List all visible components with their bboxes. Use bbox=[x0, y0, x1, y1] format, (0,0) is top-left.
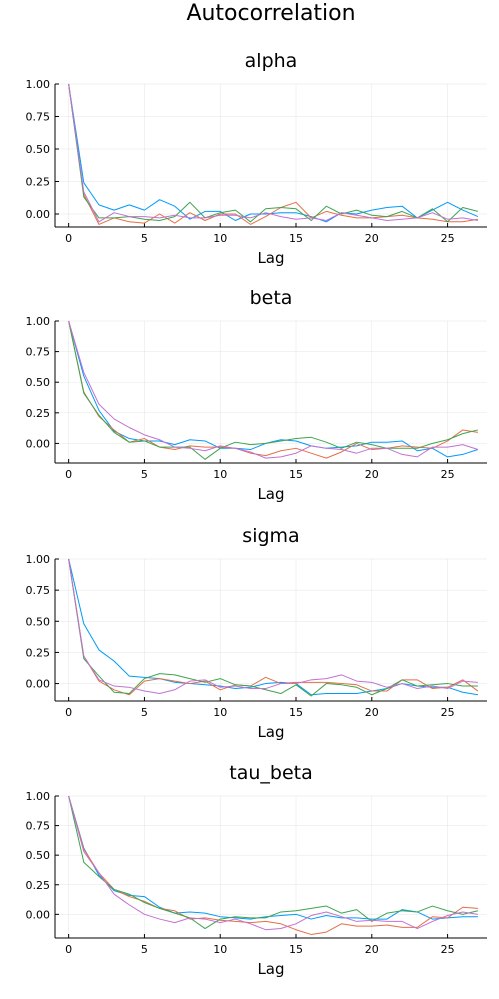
y-tick-label: 0.25 bbox=[26, 879, 51, 892]
grid-lines bbox=[55, 320, 487, 463]
series-line-1 bbox=[68, 558, 478, 696]
series-line-4 bbox=[68, 83, 478, 223]
x-tick-label: 5 bbox=[141, 706, 148, 719]
x-tick-label: 20 bbox=[365, 232, 379, 245]
series-lines bbox=[68, 795, 479, 935]
x-tick-label: 25 bbox=[441, 468, 455, 481]
y-tick-label: 1.00 bbox=[26, 315, 51, 328]
x-tick-label: 0 bbox=[65, 232, 72, 245]
y-tick-label: 1.00 bbox=[26, 790, 51, 803]
y-tick-label: 0.50 bbox=[26, 849, 51, 862]
subplot-title: tau_beta bbox=[229, 762, 312, 784]
x-tick-label: 5 bbox=[141, 232, 148, 245]
figure-title: Autocorrelation bbox=[186, 1, 355, 26]
y-tick-label: 0.00 bbox=[26, 678, 51, 691]
x-tick-label: 10 bbox=[213, 706, 227, 719]
x-tick-label: 15 bbox=[289, 232, 303, 245]
series-lines bbox=[68, 83, 479, 225]
y-tick-label: 0.00 bbox=[26, 437, 51, 450]
x-tick-label: 15 bbox=[289, 943, 303, 956]
x-tick-label: 20 bbox=[365, 468, 379, 481]
x-tick-label: 0 bbox=[65, 943, 72, 956]
x-tick-label: 15 bbox=[289, 468, 303, 481]
subplot-title: sigma bbox=[242, 525, 299, 547]
x-tick-label: 0 bbox=[65, 706, 72, 719]
y-tick-label: 0.25 bbox=[26, 176, 51, 189]
x-axis-label: Lag bbox=[257, 960, 284, 978]
y-tick-label: 0.50 bbox=[26, 615, 51, 628]
y-tick-label: 0.25 bbox=[26, 646, 51, 659]
subplot-beta: beta 0 5 10 15 20 25 0.00 0.25 0.50 0.75 1.00 Lag bbox=[26, 287, 487, 503]
y-tick-label: 0.75 bbox=[26, 584, 51, 597]
x-tick-label: 15 bbox=[289, 706, 303, 719]
grid-lines bbox=[55, 83, 487, 227]
y-tick-label: 0.75 bbox=[26, 346, 51, 359]
y-tick-label: 0.50 bbox=[26, 143, 51, 156]
x-axis-label: Lag bbox=[257, 723, 284, 741]
x-tick-label: 5 bbox=[141, 943, 148, 956]
series-line-1 bbox=[68, 795, 478, 920]
series-line-3 bbox=[68, 558, 478, 697]
x-axis-label: Lag bbox=[257, 249, 284, 267]
series-line-2 bbox=[68, 83, 478, 225]
subplot-tau-beta: tau_beta 0 5 10 15 20 25 0.00 0.25 0.50 0.75 1.00 La… bbox=[26, 762, 487, 978]
x-tick-label: 5 bbox=[141, 468, 148, 481]
y-tick-label: 0.00 bbox=[26, 208, 51, 221]
y-tick-label: 1.00 bbox=[26, 553, 51, 566]
series-lines bbox=[68, 558, 479, 697]
series-line-2 bbox=[68, 795, 478, 935]
y-tick-label: 0.75 bbox=[26, 111, 51, 124]
series-line-4 bbox=[68, 320, 479, 459]
series-lines bbox=[68, 320, 479, 460]
y-tick-label: 0.75 bbox=[26, 820, 51, 833]
x-tick-label: 10 bbox=[213, 468, 227, 481]
series-line-3 bbox=[68, 320, 479, 460]
y-tick-label: 0.00 bbox=[26, 908, 51, 921]
series-line-2 bbox=[68, 558, 479, 696]
series-line-1 bbox=[68, 320, 479, 458]
x-tick-label: 25 bbox=[441, 943, 455, 956]
subplot-title: beta bbox=[250, 287, 293, 309]
series-line-4 bbox=[68, 558, 478, 695]
y-tick-label: 0.50 bbox=[26, 376, 51, 389]
series-line-3 bbox=[68, 795, 479, 930]
x-axis-label: Lag bbox=[257, 485, 284, 503]
x-tick-label: 20 bbox=[365, 943, 379, 956]
y-tick-label: 0.25 bbox=[26, 407, 51, 420]
x-tick-label: 10 bbox=[213, 232, 227, 245]
x-tick-label: 25 bbox=[441, 706, 455, 719]
series-line-3 bbox=[68, 83, 479, 223]
series-line-2 bbox=[68, 320, 478, 459]
series-line-4 bbox=[68, 795, 478, 931]
x-tick-label: 10 bbox=[213, 943, 227, 956]
subplot-sigma: sigma 0 5 10 15 20 25 0.00 0.25 0.50 0.75 1.00 Lag bbox=[26, 525, 487, 741]
x-tick-label: 25 bbox=[441, 232, 455, 245]
y-tick-label: 1.00 bbox=[26, 78, 51, 91]
series-line-1 bbox=[68, 83, 479, 223]
x-tick-label: 0 bbox=[65, 468, 72, 481]
subplot-title: alpha bbox=[245, 50, 298, 72]
subplot-alpha: alpha 0 5 10 15 20 25 0.00 0.25 0.50 0.75 1.00 Lag bbox=[26, 50, 487, 267]
x-tick-label: 20 bbox=[365, 706, 379, 719]
